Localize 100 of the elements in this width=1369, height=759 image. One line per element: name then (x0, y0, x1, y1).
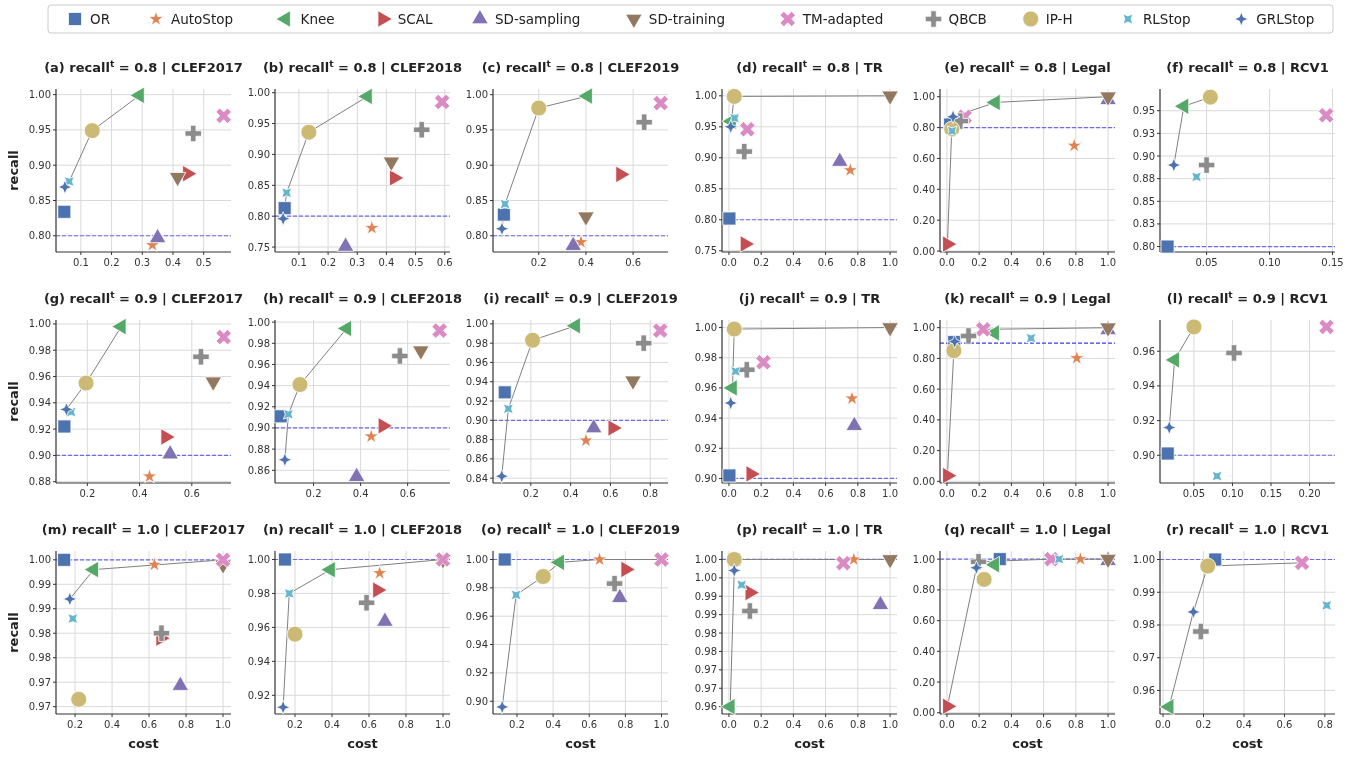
y-tick-label: 0.85 (1132, 195, 1155, 207)
x-tick-label: 0.2 (79, 488, 96, 499)
y-tick-label: 0.94 (28, 397, 51, 409)
y-tick-label: 0.99 (28, 578, 51, 590)
y-tick-label: 0.96 (694, 701, 717, 713)
x-tick-label: 0.05 (1195, 257, 1218, 268)
x-tick-label: 0.0 (720, 719, 737, 730)
y-tick-label: 0.94 (1132, 380, 1155, 392)
x-tick-label: 0.2 (1195, 719, 1212, 730)
y-tick-label: 0.00 (912, 245, 935, 257)
y-tick-label: 0.90 (28, 159, 51, 171)
y-tick-label: 0.88 (465, 434, 488, 446)
y-tick-label: 0.85 (465, 194, 488, 206)
y-tick-label: 0.96 (247, 358, 270, 370)
y-tick-label: 0.20 (912, 445, 935, 457)
y-tick-label: 1.00 (28, 318, 51, 330)
y-tick-label: 0.88 (1132, 173, 1155, 185)
y-tick-label: 0.90 (1132, 150, 1155, 162)
y-tick-label: 1.00 (912, 91, 935, 103)
x-tick-label: 0.1 (72, 257, 89, 268)
y-tick-label: 1.00 (247, 553, 270, 565)
y-tick-label: 0.92 (247, 401, 270, 413)
y-tick-label: 0.98 (28, 652, 51, 664)
y-tick-label: 1.00 (247, 87, 270, 99)
y-tick-label: 0.86 (465, 453, 488, 465)
x-tick-label: 0.6 (141, 719, 157, 730)
x-tick-label: 0.5 (195, 257, 212, 268)
y-tick-label: 0.75 (694, 245, 717, 257)
chart-title: (b) recall$^{t}$ = 0.8 | CLEF2018 (262, 59, 463, 75)
x-tick-label: 0.0 (1155, 719, 1171, 730)
y-tick-label: 0.98 (247, 587, 270, 599)
y-tick-label: 0.95 (465, 124, 488, 136)
y-tick-label: 0.85 (28, 194, 51, 206)
x-tick-label: 0.6 (817, 257, 834, 268)
legend-label: GRLStop (1256, 11, 1315, 27)
y-tick-label: 0.60 (912, 152, 935, 164)
x-tick-label: 1.0 (882, 488, 899, 499)
x-tick-label: 0.8 (849, 488, 866, 499)
x-tick-label: 0.20 (1298, 488, 1321, 499)
y-tick-label: 0.90 (465, 414, 488, 426)
y-tick-label: 0.92 (465, 395, 488, 407)
y-tick-label: 0.80 (912, 352, 935, 364)
y-tick-label: 0.80 (465, 230, 488, 242)
legend-label: OR (90, 11, 111, 27)
y-tick-label: 0.96 (28, 371, 51, 383)
y-tick-label: 0.97 (28, 676, 51, 688)
y-axis-title: recall (6, 150, 21, 191)
x-tick-label: 1.0 (653, 719, 670, 730)
y-tick-label: 0.96 (465, 356, 488, 368)
x-tick-label: 0.8 (1316, 719, 1333, 730)
x-tick-label: 0.4 (785, 719, 802, 730)
x-tick-label: 0.6 (1035, 719, 1052, 730)
y-tick-label: 0.88 (247, 443, 270, 455)
y-tick-label: 0.98 (465, 582, 488, 594)
x-tick-label: 0.0 (938, 488, 955, 499)
x-tick-label: 0.2 (522, 488, 539, 499)
y-tick-label: 0.80 (247, 210, 270, 222)
legend-label: AutoStop (170, 11, 234, 27)
x-tick-label: 0.10 (1221, 488, 1244, 499)
x-tick-label: 0.4 (1003, 488, 1020, 499)
x-tick-label: 0.4 (545, 719, 562, 730)
x-tick-label: 1.0 (1100, 488, 1117, 499)
x-tick-label: 0.4 (562, 488, 579, 499)
x-tick-label: 0.4 (785, 257, 802, 268)
y-tick-label: 0.75 (247, 241, 270, 253)
x-tick-label: 0.3 (134, 257, 151, 268)
y-tick-label: 0.90 (694, 152, 717, 164)
chart-title: (r) recall$^{t}$ = 1.0 | RCV1 (1165, 521, 1330, 537)
x-tick-label: 0.0 (720, 488, 737, 499)
x-tick-label: 0.6 (602, 488, 619, 499)
y-tick-label: 1.00 (694, 90, 717, 102)
y-tick-label: 0.40 (912, 645, 935, 657)
legend-label: QBCB (948, 11, 987, 27)
chart-title: (n) recall$^{t}$ = 1.0 | CLEF2018 (262, 521, 463, 537)
chart-title: (l) recall$^{t}$ = 0.9 | RCV1 (1166, 290, 1329, 306)
x-tick-label: 0.05 (1182, 488, 1206, 499)
x-tick-label: 0.4 (378, 257, 395, 268)
x-tick-label: 0.2 (305, 488, 322, 499)
y-tick-label: 1.00 (912, 322, 935, 334)
legend-label: SD-training (648, 11, 725, 27)
x-tick-label: 0.2 (971, 719, 988, 730)
x-tick-label: 0.8 (1067, 488, 1084, 499)
y-tick-label: 1.00 (247, 316, 270, 328)
chart-title: (m) recall$^{t}$ = 1.0 | CLEF2017 (41, 521, 246, 537)
y-tick-label: 1.00 (694, 553, 717, 565)
x-tick-label: 0.8 (849, 257, 866, 268)
x-tick-label: 0.2 (530, 257, 547, 268)
x-tick-label: 0.2 (753, 257, 770, 268)
x-tick-label: 1.0 (435, 719, 451, 730)
y-tick-label: 0.84 (465, 472, 488, 484)
x-tick-label: 1.0 (1100, 719, 1117, 730)
x-tick-label: 0.4 (1236, 719, 1252, 730)
chart-title: (k) recall$^{t}$ = 0.9 | Legal (944, 290, 1111, 306)
y-tick-label: 0.96 (465, 610, 488, 622)
y-tick-label: 1.00 (465, 318, 488, 330)
x-tick-label: 0.2 (971, 488, 988, 499)
y-tick-label: 0.97 (694, 664, 717, 676)
y-tick-label: 0.90 (247, 422, 270, 434)
y-tick-label: 0.80 (912, 122, 935, 134)
x-tick-label: 0.1 (290, 257, 307, 268)
